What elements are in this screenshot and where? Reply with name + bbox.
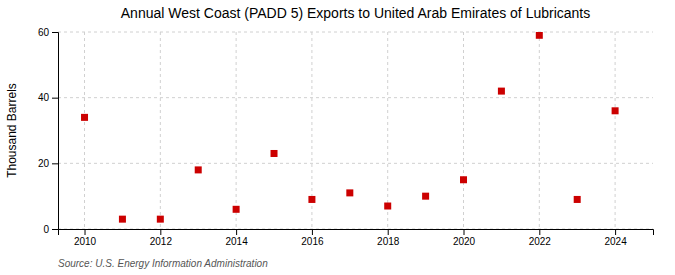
tick-mark xyxy=(52,32,58,33)
axis-line xyxy=(59,230,654,236)
chart-container: 2010 2012 2014 2016 2018 2020 2022 2024 0 20 40 60 A… xyxy=(0,0,675,275)
title: Annual West Coast (PADD 5) Exports to Un… xyxy=(121,5,590,21)
tick: 0 xyxy=(43,224,58,235)
tick: 2022 xyxy=(529,229,552,247)
point xyxy=(498,88,505,95)
grid xyxy=(58,32,653,229)
tick-label: 20 xyxy=(38,158,50,169)
tick: 20 xyxy=(38,158,58,169)
point xyxy=(119,216,126,223)
tick-label: 60 xyxy=(38,27,50,38)
point xyxy=(612,107,619,114)
tick-label: 2024 xyxy=(604,236,627,247)
tick-label: 2016 xyxy=(301,236,324,247)
tick: 2016 xyxy=(301,229,324,247)
tick-mark xyxy=(52,229,58,230)
tick-mark xyxy=(160,229,161,235)
grid-line xyxy=(58,32,653,33)
tick-label: 2012 xyxy=(150,236,173,247)
tick-mark xyxy=(85,229,86,235)
point xyxy=(574,196,581,203)
point xyxy=(195,166,202,173)
tick: 40 xyxy=(38,92,58,103)
grid-line xyxy=(615,32,616,229)
tick-label: 40 xyxy=(38,92,50,103)
y-axis: 0 20 40 60 xyxy=(38,27,59,235)
tick-label: 2010 xyxy=(74,236,97,247)
points xyxy=(81,32,619,223)
point xyxy=(157,216,164,223)
tick-label: 2020 xyxy=(453,236,476,247)
tick-label: 2014 xyxy=(225,236,248,247)
tick-label: 2022 xyxy=(529,236,552,247)
x-axis: 2010 2012 2014 2016 2018 2020 2022 2024 xyxy=(59,229,654,247)
tick-mark xyxy=(312,229,313,235)
plot: 2010 2012 2014 2016 2018 2020 2022 2024 0 20 40 60 xyxy=(38,27,654,247)
tick: 2018 xyxy=(377,229,400,247)
point xyxy=(422,193,429,200)
tick: 2024 xyxy=(604,229,627,247)
grid-line xyxy=(387,32,388,229)
grid-line xyxy=(58,163,653,164)
point xyxy=(271,150,278,157)
annotation: Source: U.S. Energy Information Administ… xyxy=(58,258,268,269)
grid-line xyxy=(58,97,653,98)
point xyxy=(384,203,391,210)
point xyxy=(346,189,353,196)
point xyxy=(460,176,467,183)
tick-label: 0 xyxy=(43,224,49,235)
tick: 2010 xyxy=(74,229,97,247)
point xyxy=(536,32,543,39)
tick: 2020 xyxy=(453,229,476,247)
tick-mark xyxy=(52,98,58,99)
tick: 2012 xyxy=(150,229,173,247)
axis-line xyxy=(52,33,59,230)
grid-line xyxy=(236,32,237,229)
tick-mark xyxy=(539,229,540,235)
point xyxy=(233,206,240,213)
tick-label: 2018 xyxy=(377,236,400,247)
tick-mark xyxy=(388,229,389,235)
point xyxy=(81,114,88,121)
tick-mark xyxy=(615,229,616,235)
chart: 2010 2012 2014 2016 2018 2020 2022 2024 0 20 40 60 A… xyxy=(0,0,675,275)
tick-mark xyxy=(236,229,237,235)
y-axis-title: Thousand Barrels xyxy=(5,83,19,178)
grid-line xyxy=(539,32,540,229)
grid-line xyxy=(84,32,85,229)
tick: 60 xyxy=(38,27,58,38)
tick-mark xyxy=(464,229,465,235)
tick: 2014 xyxy=(225,229,248,247)
grid-line xyxy=(160,32,161,229)
tick-mark xyxy=(52,163,58,164)
grid-line xyxy=(463,32,464,229)
point xyxy=(308,196,315,203)
